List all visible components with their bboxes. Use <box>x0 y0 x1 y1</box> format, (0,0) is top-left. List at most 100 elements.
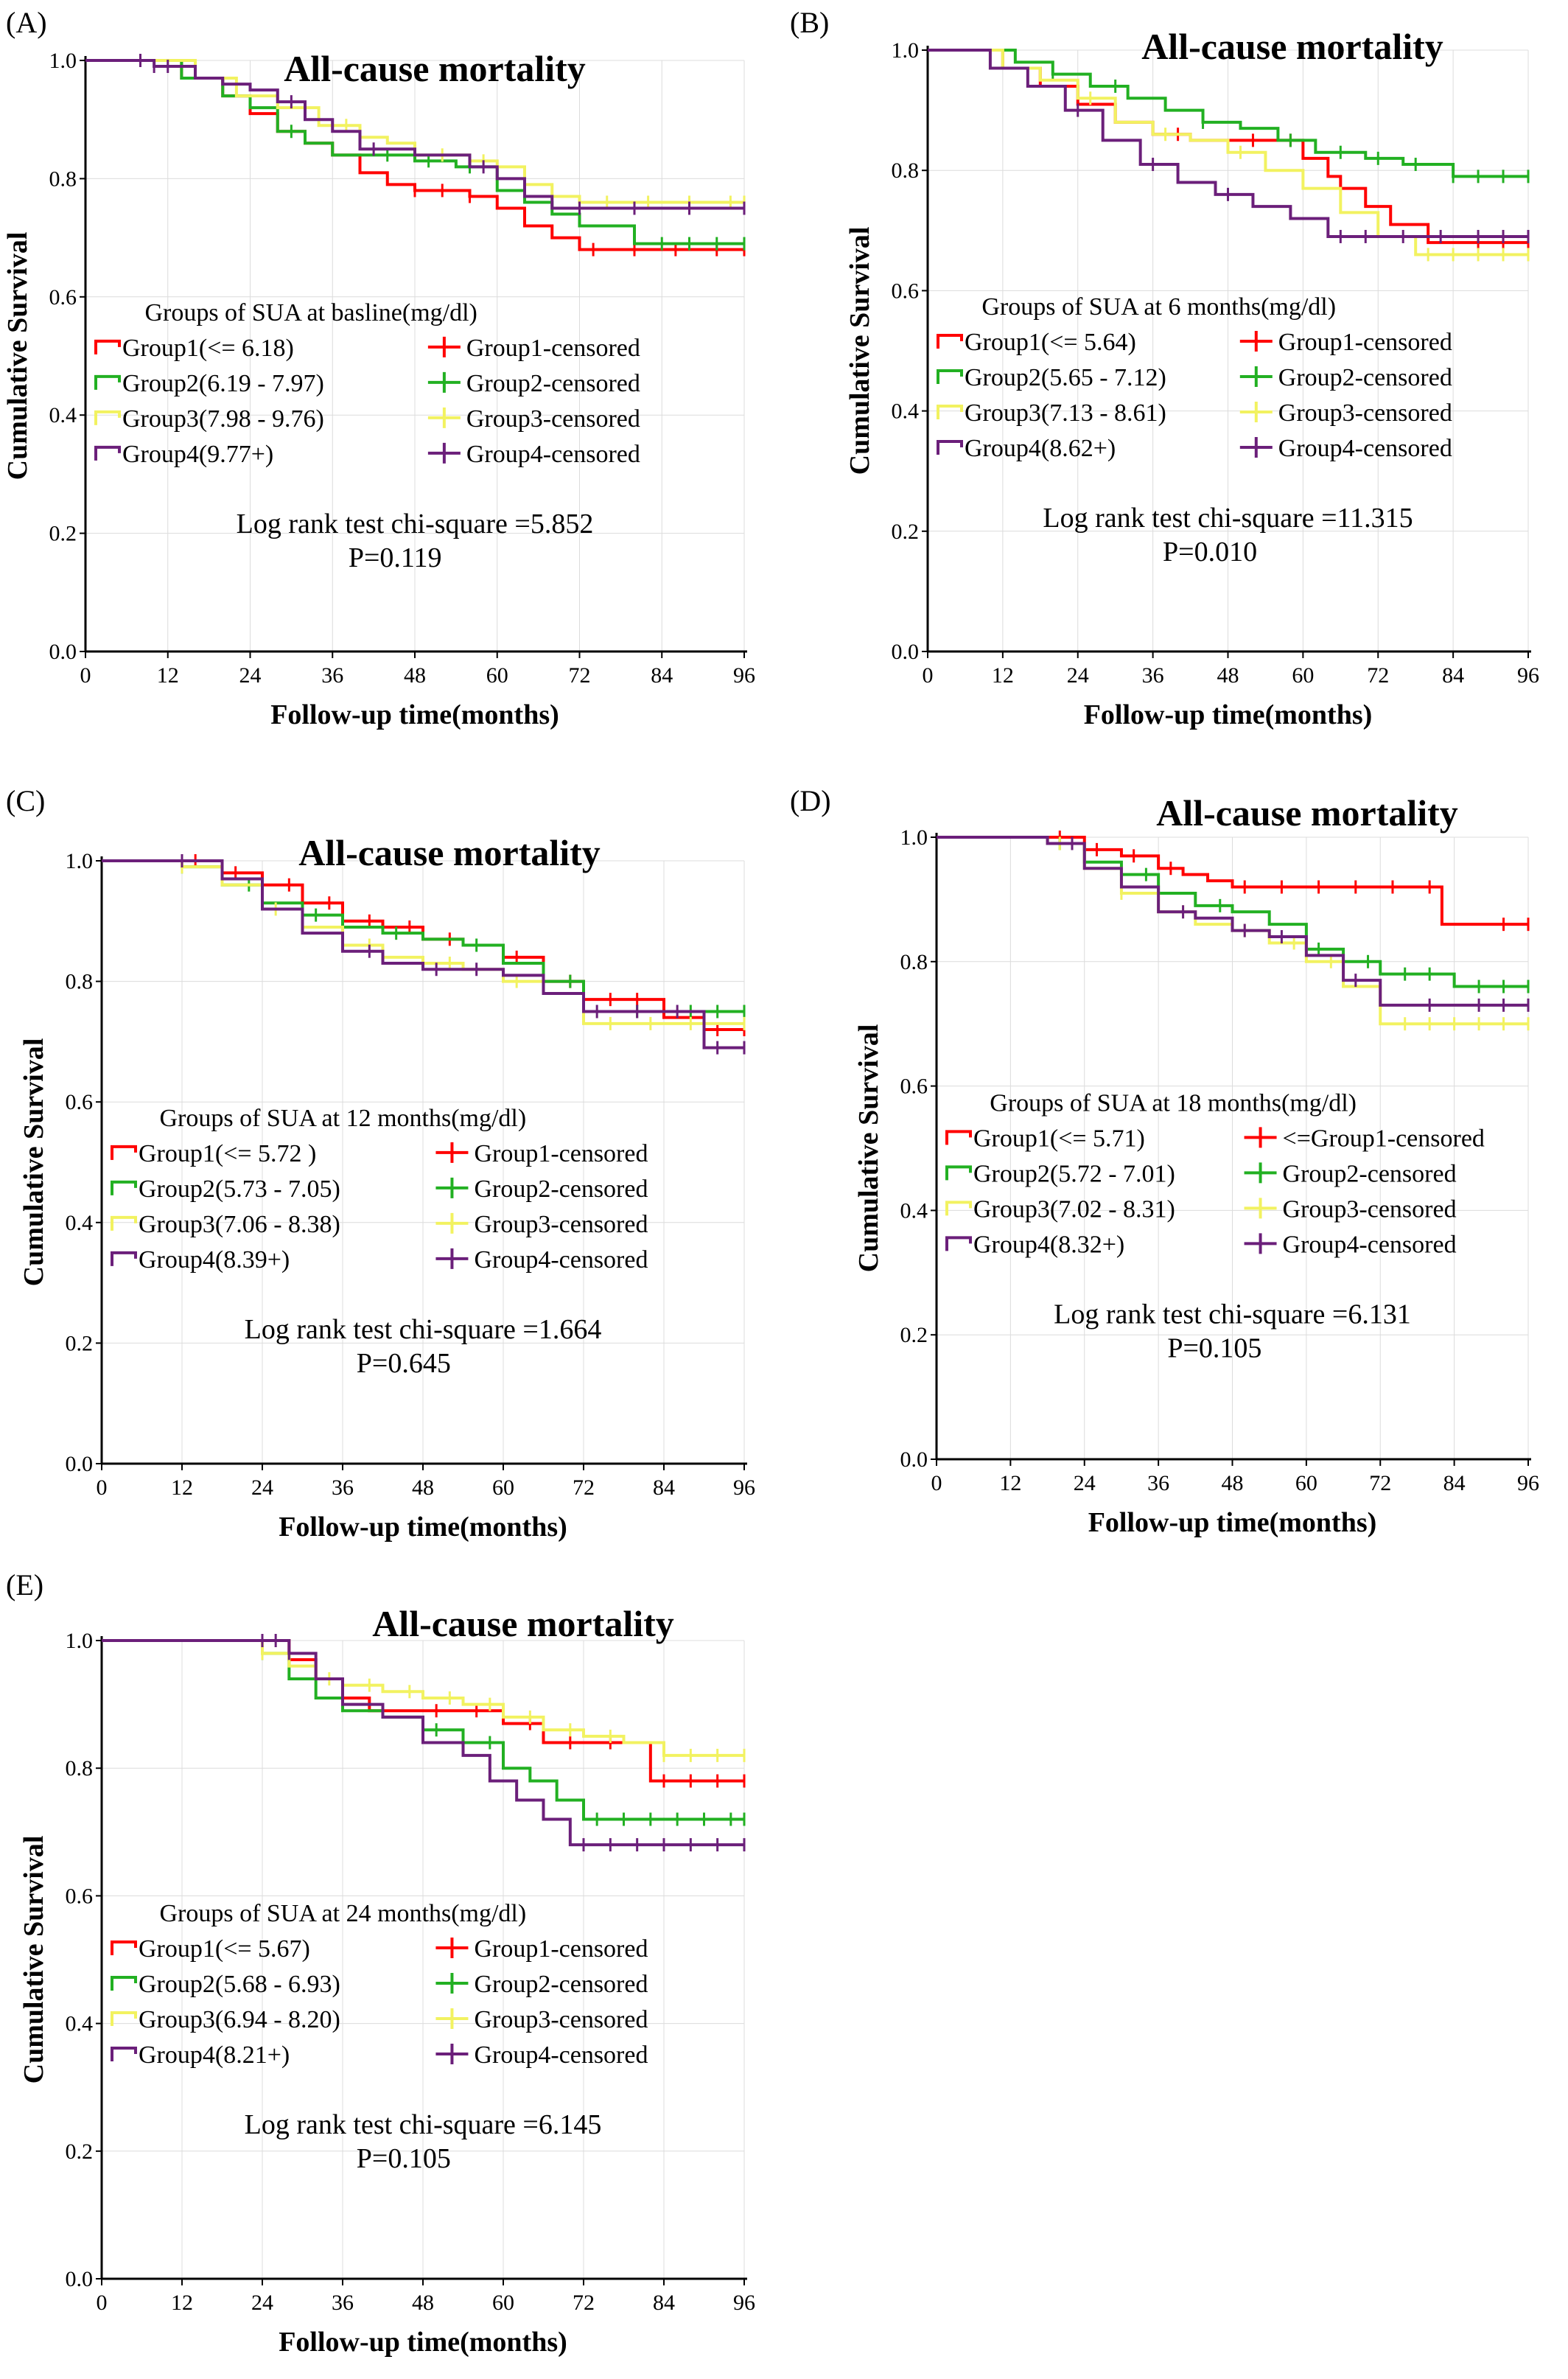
y-tick-label: 0.8 <box>900 950 928 974</box>
legend-label: Group2-censored <box>474 1971 648 1998</box>
legend-label: Group4-censored <box>1283 1231 1457 1258</box>
y-tick-label: 1.0 <box>900 825 928 850</box>
legend-label: Group4(8.32+) <box>973 1231 1124 1258</box>
survival-curve <box>102 1639 744 1757</box>
legend-label: Group4-censored <box>474 1246 648 1274</box>
series-group3 <box>102 1639 746 1762</box>
legend-censor-swatch <box>1244 1233 1277 1254</box>
legend-label: Group2-censored <box>1283 1160 1457 1187</box>
legend-label: Group3(7.98 - 9.76) <box>122 405 324 433</box>
legend-line-swatch <box>94 445 121 461</box>
legend-title: Groups of SUA at 24 months(mg/dl) <box>159 1900 526 1927</box>
chart-title: All-cause mortality <box>298 832 601 873</box>
legend-label: Group3-censored <box>1278 399 1452 427</box>
y-tick-label: 1.0 <box>49 49 77 73</box>
y-tick-label: 0.6 <box>66 1884 94 1908</box>
y-axis-title: Cumulative Survival <box>844 227 875 475</box>
legend-label: Group3(7.02 - 8.31) <box>973 1195 1175 1223</box>
legend-line-swatch <box>111 1145 137 1160</box>
legend-title: Groups of SUA at 18 months(mg/dl) <box>990 1089 1357 1117</box>
legend-label: Group3(6.94 - 8.20) <box>139 2006 340 2033</box>
legend-censor-swatch <box>435 1938 469 1959</box>
series-group4 <box>85 54 746 215</box>
legend-label: <=Group1-censored <box>1283 1125 1485 1152</box>
legend-label: Group3-censored <box>466 405 640 433</box>
legend-censor-swatch <box>1244 1198 1277 1219</box>
p-value: P=0.119 <box>349 542 442 573</box>
y-tick-label: 0.8 <box>66 970 94 994</box>
series-group2 <box>928 49 1530 184</box>
legend: Groups of SUA at 6 months(mg/dl) Group1(<… <box>937 293 1452 462</box>
legend-label: Group2(5.72 - 7.01) <box>973 1160 1175 1187</box>
x-tick-label: 24 <box>239 663 262 688</box>
y-tick-label: 0.0 <box>892 640 920 664</box>
y-tick-label: 1.0 <box>892 38 920 63</box>
legend-title: Groups of SUA at 6 months(mg/dl) <box>981 293 1336 321</box>
legend-label: Group4(8.39+) <box>139 1246 290 1274</box>
p-value: P=0.105 <box>357 2143 451 2174</box>
legend-line-swatch <box>945 1165 972 1181</box>
x-tick-label: 84 <box>653 2291 675 2315</box>
legend-line-swatch <box>111 1180 137 1195</box>
chart-svg-c: (C) 0.0 0.2 0.4 0.6 0.8 1.0 0 12 24 36 48 60 72 84 96 Fo… <box>6 784 755 1543</box>
x-tick-label: 0 <box>80 663 91 688</box>
x-tick-label: 12 <box>171 2291 193 2315</box>
y-axis-title: Cumulative Survival <box>18 1836 49 2084</box>
x-tick-label: 60 <box>492 2291 514 2315</box>
legend-label: Group1(<= 5.67) <box>139 1935 310 1963</box>
legend-title: Groups of SUA at basline(mg/dl) <box>144 299 477 326</box>
x-tick-label: 24 <box>251 2291 273 2315</box>
legend-title: Groups of SUA at 12 months(mg/dl) <box>159 1105 526 1132</box>
series-group4 <box>928 49 1530 243</box>
x-tick-label: 60 <box>486 663 508 688</box>
x-tick-label: 72 <box>573 2291 595 2315</box>
chart-title: All-cause mortality <box>1156 792 1458 834</box>
legend-censor-swatch <box>1239 366 1273 388</box>
legend-censor-swatch <box>1239 331 1273 352</box>
x-tick-label: 24 <box>1067 663 1089 688</box>
x-axis-title: Follow-up time(months) <box>1088 1507 1377 1538</box>
legend: Groups of SUA at basline(mg/dl) Group1(<=… <box>94 299 640 468</box>
y-axis-title: Cumulative Survival <box>853 1024 884 1273</box>
legend-label: Group1-censored <box>466 335 640 362</box>
survival-curve <box>85 59 744 210</box>
legend-censor-swatch <box>427 371 461 393</box>
survival-curve <box>937 836 1528 1007</box>
legend-label: Group3(7.06 - 8.38) <box>139 1211 340 1238</box>
y-tick-label: 0.6 <box>892 279 920 303</box>
legend-label: Group3-censored <box>474 1211 648 1238</box>
survival-chart-a: (A) 0.0 0.2 0.4 0.6 0.8 1.0 0 12 24 36 48 60 72 84 96 Fo… <box>0 0 784 759</box>
legend-label: Group2(5.65 - 7.12) <box>965 364 1166 391</box>
chart-title: All-cause mortality <box>284 48 586 89</box>
x-tick-label: 60 <box>1292 663 1314 688</box>
legend-censor-swatch <box>435 1212 469 1234</box>
survival-chart-d: (D) 0.0 0.2 0.4 0.6 0.8 1.0 0 12 24 36 48 60 72 84 96 Fo… <box>784 778 1568 1545</box>
x-axis-title: Follow-up time(months) <box>279 1512 567 1543</box>
x-tick-label: 48 <box>1222 1471 1244 1495</box>
legend-label: Group2(5.68 - 6.93) <box>139 1971 340 1998</box>
chart-svg-d: (D) 0.0 0.2 0.4 0.6 0.8 1.0 0 12 24 36 48 60 72 84 96 Fo… <box>790 784 1539 1538</box>
legend-censor-swatch <box>435 2008 469 2030</box>
legend-censor-swatch <box>1244 1162 1277 1184</box>
legend-label: Group2-censored <box>474 1175 648 1203</box>
legend: Groups of SUA at 24 months(mg/dl) Group1(… <box>111 1900 648 2069</box>
x-tick-label: 48 <box>1217 663 1239 688</box>
legend-label: Group4(8.21+) <box>139 2041 290 2069</box>
panel-label: (C) <box>6 784 45 817</box>
legend-line-swatch <box>945 1201 972 1216</box>
legend-line-swatch <box>94 339 121 354</box>
legend-label: Group1(<= 5.72 ) <box>139 1140 316 1167</box>
x-tick-label: 60 <box>492 1475 514 1500</box>
x-tick-label: 36 <box>1142 663 1164 688</box>
x-tick-label: 12 <box>999 1471 1021 1495</box>
legend-label: Group1-censored <box>474 1935 648 1963</box>
panel-label: (B) <box>790 6 829 39</box>
x-tick-label: 72 <box>569 663 591 688</box>
legend-label: Group4-censored <box>466 441 640 468</box>
legend-line-swatch <box>945 1236 972 1251</box>
legend-line-swatch <box>937 334 963 349</box>
legend-label: Group1(<= 6.18) <box>122 335 294 362</box>
y-tick-label: 0.2 <box>892 520 920 544</box>
log-rank-statistic: Log rank test chi-square =11.315 <box>1043 503 1413 534</box>
x-tick-label: 60 <box>1295 1471 1317 1495</box>
